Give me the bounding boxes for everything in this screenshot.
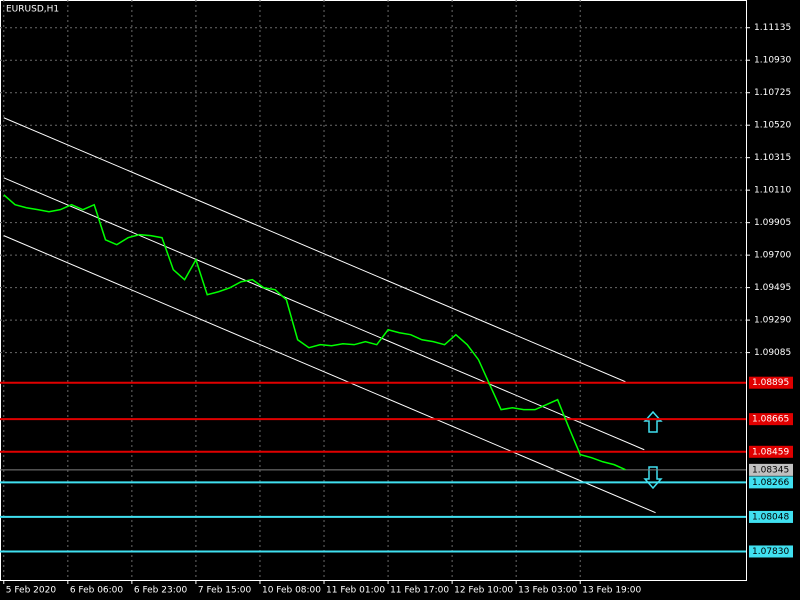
y-tick-label: 1.10110	[754, 186, 791, 196]
y-tick-label: 1.10930	[754, 56, 791, 66]
sell-arrow	[643, 466, 663, 490]
y-tick-label: 1.09495	[754, 283, 791, 293]
x-tick-label: 11 Feb 17:00	[390, 586, 449, 596]
price-label-box	[749, 376, 793, 389]
price-label: 1.07830	[752, 547, 789, 557]
y-tick-label: 1.09700	[754, 251, 791, 261]
price-label: 1.08048	[752, 512, 789, 522]
y-tick-label: 1.10315	[754, 153, 791, 163]
price-label-box	[749, 445, 793, 458]
x-tick-label: 5 Feb 2020	[6, 586, 57, 596]
price-label: 1.08345	[752, 465, 789, 475]
x-tick-label: 11 Feb 01:00	[326, 586, 385, 596]
price-label: 1.08665	[752, 415, 789, 425]
x-tick-label: 10 Feb 08:00	[262, 586, 321, 596]
plot-frame	[0, 0, 747, 581]
price-line	[3, 194, 626, 471]
price-label: 1.08266	[752, 478, 789, 488]
y-tick-label: 1.10520	[754, 121, 791, 131]
price-label-box	[749, 413, 793, 426]
y-tick-label: 1.09085	[754, 348, 791, 358]
channel-line	[3, 235, 656, 514]
price-label: 1.08459	[752, 447, 789, 457]
chart-title: EURUSD,H1	[6, 5, 59, 15]
x-tick-label: 13 Feb 19:00	[582, 586, 641, 596]
buy-arrow	[643, 410, 663, 433]
x-tick-label: 7 Feb 15:00	[198, 586, 252, 596]
x-tick-label: 13 Feb 03:00	[518, 586, 577, 596]
y-tick-label: 1.09905	[754, 218, 791, 228]
channel-line	[3, 117, 626, 383]
y-tick-label: 1.10725	[754, 88, 791, 98]
price-label-box	[749, 545, 793, 558]
x-tick-label: 12 Feb 10:00	[454, 586, 513, 596]
price-label: 1.08895	[752, 378, 789, 388]
channel-line	[3, 177, 645, 451]
price-label-box	[749, 476, 793, 489]
x-tick-label: 6 Feb 23:00	[134, 586, 188, 596]
y-tick-label: 1.09290	[754, 316, 791, 326]
y-tick-label: 1.11135	[754, 23, 791, 33]
x-tick-label: 6 Feb 06:00	[70, 586, 124, 596]
price-label-box	[749, 510, 793, 523]
price-label-box	[749, 463, 793, 476]
